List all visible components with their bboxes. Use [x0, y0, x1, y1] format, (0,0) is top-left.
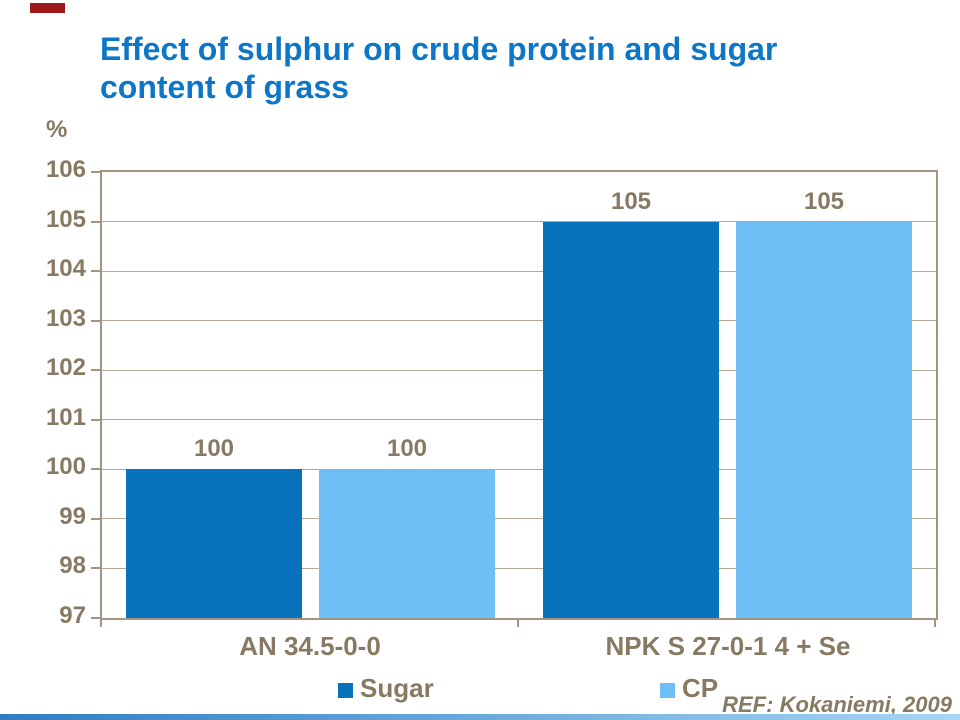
y-axis-tick: [91, 369, 100, 372]
gridline: [102, 567, 936, 569]
y-axis-tick-label: 97: [59, 602, 86, 629]
bar-cp-2: [736, 221, 912, 618]
chart-title: Effect of sulphur on crude protein and s…: [100, 30, 910, 106]
gridline: [102, 270, 936, 272]
y-axis-tick-label: 99: [59, 502, 86, 530]
bar-sugar-1: [126, 469, 302, 618]
x-axis-tick: [517, 620, 519, 627]
y-axis-tick: [91, 567, 100, 570]
x-axis-label-2: NPK S 27-0-1 4 + Se: [605, 631, 851, 661]
chart-title-line2: content of grass: [100, 69, 349, 105]
y-axis-tick-label: 101: [45, 403, 86, 431]
y-axis-tick: [91, 171, 100, 173]
y-axis-unit-label: %: [46, 116, 68, 143]
y-axis-tick: [91, 617, 100, 619]
legend-swatch-cp: [660, 682, 675, 698]
y-axis-tick-label: 104: [45, 255, 86, 283]
gridline: [102, 419, 936, 421]
legend-swatch-sugar: [338, 682, 353, 698]
bar-value-label: 105: [610, 187, 652, 215]
gridline: [102, 221, 936, 223]
y-axis-tick: [91, 270, 100, 273]
legend-label-cp: CP: [682, 673, 719, 703]
x-axis-label-1: AN 34.5-0-0: [239, 631, 381, 661]
bar-sugar-2: [543, 221, 719, 618]
bar-value-label: 100: [386, 435, 428, 463]
bar-value-label: 105: [803, 187, 845, 215]
bar-value-label: 100: [193, 435, 235, 463]
y-axis-tick: [91, 468, 100, 471]
gridline: [102, 320, 936, 322]
bottom-accent-bar: [0, 714, 960, 720]
gridline: [102, 468, 936, 470]
reference-note: REF: Kokaniemi, 2009: [722, 692, 952, 717]
y-axis-tick-label: 100: [45, 453, 86, 481]
y-axis-tick: [91, 517, 100, 520]
y-axis-tick-label: 98: [59, 552, 86, 580]
legend-label-sugar: Sugar: [360, 673, 434, 703]
y-axis-tick: [91, 220, 100, 223]
y-axis-tick: [91, 319, 100, 322]
y-axis-tick-label: 106: [45, 156, 86, 183]
chart-title-line1: Effect of sulphur on crude protein and s…: [100, 31, 778, 67]
y-axis-tick-label: 103: [45, 304, 86, 332]
gridline: [102, 369, 936, 371]
y-axis-tick: [91, 418, 100, 421]
x-axis-tick: [934, 620, 936, 627]
plot-area: 100 100 105 105: [100, 170, 938, 620]
gridline: [102, 518, 936, 520]
slide-corner-marker: [30, 3, 65, 13]
y-axis-tick-label: 105: [45, 205, 86, 233]
bar-cp-1: [319, 469, 495, 618]
legend-item-sugar: Sugar: [338, 673, 434, 704]
legend-item-cp: CP: [660, 673, 718, 704]
y-axis-tick-label: 102: [45, 354, 86, 382]
x-axis-tick: [100, 620, 102, 627]
